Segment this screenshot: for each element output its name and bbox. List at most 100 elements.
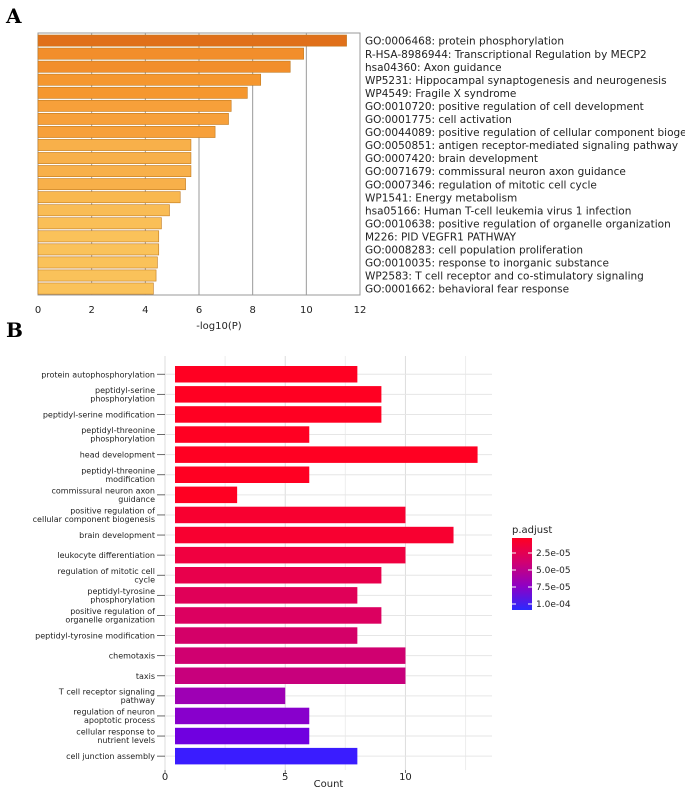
- bar-a: [37, 73, 262, 86]
- legend-tick-label-b: 1.0e-04: [536, 600, 571, 610]
- bar-a: [37, 178, 186, 191]
- x-tick-label-a: 6: [196, 305, 202, 316]
- x-tick-label-a: 10: [300, 305, 313, 316]
- bar-a: [37, 113, 229, 125]
- category-label-a: GO:0010638: positive regulation of organ…: [365, 218, 671, 230]
- bar-b: [175, 587, 358, 604]
- category-label-b: taxis: [136, 672, 155, 681]
- category-label-a: M226: PID VEGFR1 PATHWAY: [365, 231, 517, 243]
- category-label-b: peptidyl-tyrosine modification: [35, 632, 155, 641]
- panel-b-label: B: [6, 318, 23, 342]
- category-label-b: leukocyte differentiation: [57, 551, 155, 560]
- category-label-b: head development: [80, 451, 155, 460]
- category-label-a: WP1541: Energy metabolism: [365, 192, 517, 204]
- bar-b: [175, 747, 358, 765]
- x-tick-label-b: 10: [399, 772, 412, 783]
- bar-a: [37, 256, 158, 269]
- x-axis-title-b: Count: [314, 779, 344, 789]
- category-label-b: cellular response to: [76, 728, 155, 737]
- category-label-b-line2: cycle: [134, 575, 155, 584]
- legend-tick-label-b: 5.0e-05: [536, 566, 571, 576]
- x-tick-label-a: 4: [142, 305, 148, 316]
- bar-a: [37, 165, 192, 177]
- bar-b: [175, 446, 478, 463]
- category-label-a: WP4549: Fragile X syndrome: [365, 88, 516, 100]
- category-label-a: WP5231: Hippocampal synaptogenesis and n…: [365, 75, 667, 87]
- bar-b: [175, 647, 406, 664]
- category-label-b-line2: pathway: [121, 696, 156, 705]
- x-tick-label-a: 12: [354, 305, 367, 316]
- category-label-b: peptidyl-threonine: [81, 466, 155, 475]
- bar-a: [37, 152, 192, 164]
- category-label-b: protein autophosphorylation: [41, 370, 155, 379]
- category-label-b: cell junction assembly: [66, 752, 155, 761]
- category-label-b-line2: cellular component biogenesis: [33, 515, 155, 524]
- category-label-b: T cell receptor signaling: [58, 687, 155, 696]
- x-tick-label-a: 0: [35, 305, 41, 316]
- category-label-b: peptidyl-threonine: [81, 426, 155, 435]
- bar-b: [175, 567, 382, 584]
- legend-colorbar-b: [512, 538, 532, 610]
- category-label-a: WP2583: T cell receptor and co-stimulato…: [365, 271, 644, 283]
- bar-b: [175, 386, 382, 403]
- legend-tick-label-b: 7.5e-05: [536, 583, 571, 593]
- category-label-a: GO:0010035: response to inorganic substa…: [365, 258, 609, 270]
- category-label-a: GO:0050851: antigen receptor-mediated si…: [365, 140, 678, 152]
- panel-a-label: A: [6, 4, 22, 28]
- legend-title-b: p.adjust: [512, 525, 552, 536]
- bar-b: [175, 707, 310, 725]
- x-tick-label-b: 0: [162, 772, 168, 783]
- legend-tick-label-b: 2.5e-05: [536, 549, 571, 559]
- category-label-a: GO:0001775: cell activation: [365, 114, 512, 126]
- category-label-a: hsa05166: Human T-cell leukemia virus 1 …: [365, 205, 631, 217]
- bar-a: [37, 99, 232, 112]
- category-label-b-line2: organelle organization: [65, 615, 155, 624]
- bar-b: [175, 466, 310, 483]
- bar-a: [37, 47, 304, 60]
- category-label-b: regulation of neuron: [73, 707, 155, 716]
- category-label-b-line2: modification: [105, 475, 155, 484]
- category-label-b-line2: phosphorylation: [90, 435, 155, 444]
- x-tick-label-a: 2: [88, 305, 94, 316]
- bar-a: [37, 217, 162, 230]
- bar-a: [37, 191, 181, 204]
- bar-a: [37, 282, 154, 295]
- category-label-b: positive regulation of: [70, 506, 155, 515]
- bar-a: [37, 204, 170, 217]
- category-label-b: chemotaxis: [109, 652, 155, 661]
- bar-a: [37, 269, 157, 282]
- bar-b: [175, 426, 310, 443]
- x-tick-label-a: 8: [249, 305, 255, 316]
- category-label-a: GO:0007420: brain development: [365, 153, 538, 165]
- bar-b: [175, 727, 310, 745]
- bar-b: [175, 486, 238, 504]
- category-label-b-line2: phosphorylation: [90, 394, 155, 403]
- category-label-a: GO:0001662: behavioral fear response: [365, 284, 569, 296]
- category-label-a: R-HSA-8986944: Transcriptional Regulatio…: [365, 49, 647, 61]
- bar-b: [175, 687, 286, 705]
- bar-a: [37, 34, 347, 47]
- category-label-b: peptidyl-serine modification: [43, 410, 155, 419]
- category-label-a: GO:0008283: cell population proliferatio…: [365, 245, 583, 257]
- category-label-b-line2: phosphorylation: [90, 595, 155, 604]
- x-tick-label-b: 5: [282, 772, 288, 783]
- bar-a: [37, 126, 216, 138]
- bar-a: [37, 60, 291, 73]
- x-axis-title-a: -log10(P): [196, 321, 242, 332]
- category-label-b-line2: apoptotic process: [84, 716, 155, 725]
- bar-b: [175, 667, 406, 684]
- bar-b: [175, 366, 358, 383]
- category-label-b: peptidyl-tyrosine: [87, 587, 155, 596]
- category-label-b: positive regulation of: [70, 607, 155, 616]
- bar-b: [175, 526, 454, 544]
- category-label-b: commissural neuron axon: [51, 486, 155, 495]
- bar-b: [175, 406, 382, 423]
- category-label-a: GO:0044089: positive regulation of cellu…: [365, 127, 685, 139]
- category-label-a: GO:0010720: positive regulation of cell …: [365, 101, 644, 113]
- bar-b: [175, 627, 358, 644]
- category-label-b-line2: guidance: [118, 495, 155, 504]
- category-label-b: brain development: [79, 531, 155, 540]
- category-label-a: hsa04360: Axon guidance: [365, 62, 502, 74]
- bar-a: [37, 86, 248, 99]
